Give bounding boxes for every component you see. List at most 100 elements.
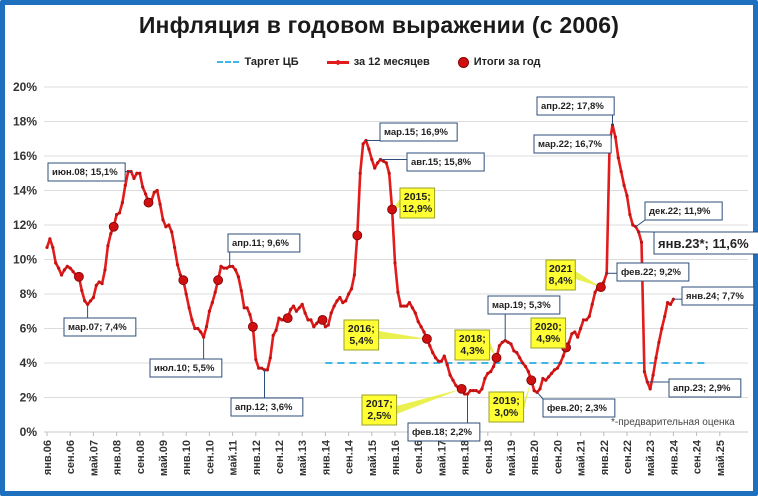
data-callout: июн.08; 15,1%	[47, 162, 126, 182]
callout-text: апр.11; 9,6%	[232, 238, 290, 249]
line-marker	[445, 363, 449, 367]
line-marker	[135, 171, 139, 175]
line-marker	[152, 190, 156, 194]
line-marker-icon	[326, 59, 349, 65]
x-tick-label: янв.10	[181, 440, 193, 475]
line-marker	[639, 240, 644, 244]
callout-text: 2017;	[366, 398, 393, 410]
line-marker	[260, 366, 264, 370]
dot-marker-icon	[457, 56, 469, 68]
callout-pointer	[575, 271, 601, 288]
line-marker	[138, 171, 142, 175]
line-marker	[80, 288, 84, 293]
line-marker	[225, 266, 229, 270]
data-callout: мар.15; 16,9%	[379, 122, 458, 142]
y-tick-label: 2%	[20, 391, 38, 405]
callout-text: июл.10; 5,5%	[154, 363, 215, 374]
line-marker	[474, 389, 478, 393]
line-marker	[248, 313, 252, 317]
line-marker	[370, 157, 374, 162]
data-callout: мар.07; 7,4%	[63, 317, 137, 337]
data-callout: янв.23*; 11,6%	[653, 231, 758, 255]
line-marker	[233, 268, 238, 272]
line-marker	[303, 311, 307, 315]
line-marker	[550, 371, 554, 375]
yearly-result-dot	[74, 271, 84, 282]
legend-item-target: Таргет ЦБ	[217, 56, 299, 68]
line-marker	[204, 325, 209, 329]
callout-text: авг.15; 15,8%	[411, 157, 472, 168]
line-marker	[45, 245, 49, 250]
line-marker	[628, 213, 632, 217]
x-tick-label: сен.14	[344, 439, 356, 474]
callout-text: 2020;	[535, 321, 562, 333]
line-marker	[384, 161, 388, 165]
y-tick-label: 14%	[13, 184, 37, 198]
data-callout: апр.12; 3,6%	[230, 397, 304, 417]
line-marker	[265, 368, 269, 372]
line-marker	[71, 269, 75, 274]
yearly-result-dot	[317, 314, 328, 325]
callout-text: янв.24; 7,7%	[686, 291, 744, 302]
line-marker	[393, 261, 397, 265]
x-tick-label: янв.12	[251, 440, 263, 475]
yearly-result-dot	[387, 204, 398, 215]
line-marker	[300, 302, 304, 306]
callout-pointer	[396, 388, 462, 414]
chart-title: Инфляция в годовом выражении (с 2006)	[138, 12, 620, 38]
line-marker	[660, 326, 664, 331]
callout-text: 2021	[549, 263, 573, 275]
line-marker	[616, 156, 620, 160]
x-tick-label: сен.22	[622, 440, 634, 474]
callout-text: мар.19; 5,3%	[492, 300, 551, 311]
line-marker	[367, 147, 371, 151]
legend: Таргет ЦБ за 12 месяцев Итоги за год	[0, 56, 758, 68]
line-marker	[521, 361, 525, 365]
line-marker	[312, 325, 316, 329]
x-tick-label: май.09	[158, 440, 170, 476]
callout-text: 3,0%	[494, 407, 519, 419]
line-marker	[236, 275, 240, 279]
line-marker	[579, 326, 583, 331]
line-marker	[164, 225, 168, 229]
line-marker	[471, 389, 475, 393]
line-marker	[187, 306, 191, 310]
line-marker	[619, 169, 623, 174]
line-marker	[373, 166, 377, 170]
callout-text: мар.22; 16,7%	[538, 139, 602, 150]
line-marker	[642, 370, 647, 374]
line-marker	[65, 264, 69, 268]
line-marker	[329, 311, 333, 315]
line-marker	[492, 364, 496, 369]
legend-item-yearly: Итоги за год	[457, 56, 541, 68]
line-marker	[219, 264, 223, 268]
line-marker	[657, 340, 661, 344]
data-callout: апр.23; 2,9%	[668, 378, 742, 398]
dashed-line-icon	[217, 61, 240, 63]
data-callout: июл.10; 5,5%	[149, 358, 223, 378]
x-tick-label: май.15	[367, 440, 379, 476]
line-marker	[347, 292, 351, 296]
line-marker	[155, 188, 159, 193]
line-marker	[109, 232, 113, 236]
line-marker	[410, 306, 414, 310]
yearly-result-dot	[456, 383, 467, 394]
callout-text: апр.12; 3,6%	[235, 402, 293, 413]
callout-text: 2016;	[348, 323, 375, 335]
y-tick-label: 18%	[13, 115, 37, 129]
x-tick-label: май.25	[715, 440, 727, 476]
x-tick-label: сен.18	[483, 440, 495, 474]
x-tick-label: сен.08	[135, 440, 147, 474]
line-marker	[123, 183, 127, 187]
line-marker	[254, 357, 258, 362]
callout-text: фев.20; 2,3%	[547, 403, 608, 414]
x-tick-label: сен.10	[204, 440, 216, 474]
x-tick-label: янв.08	[112, 440, 124, 475]
yearly-result-dot	[282, 313, 293, 324]
callout-pointer	[378, 331, 427, 339]
line-marker	[651, 373, 655, 377]
line-marker	[190, 318, 194, 322]
callout-text: мар.15; 16,9%	[384, 127, 448, 138]
line-marker	[213, 290, 217, 294]
